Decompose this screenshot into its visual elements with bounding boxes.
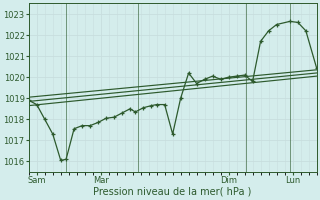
X-axis label: Pression niveau de la mer( hPa ): Pression niveau de la mer( hPa ) xyxy=(93,187,252,197)
